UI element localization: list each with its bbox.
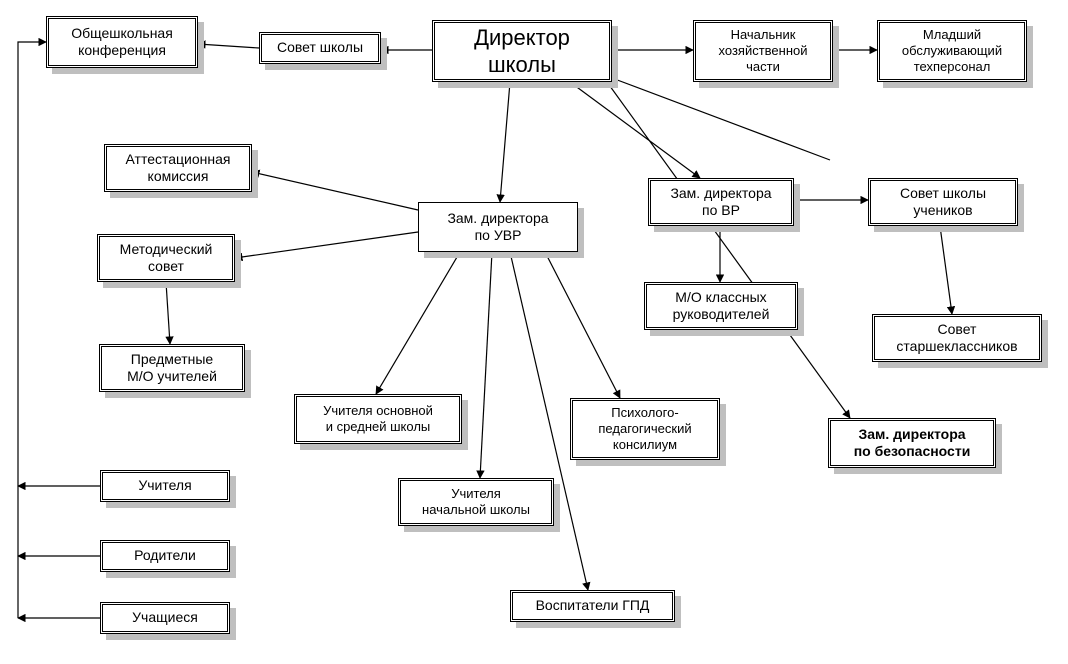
node-label: Младшийобслуживающийтехперсонал	[898, 25, 1006, 78]
edge	[252, 172, 418, 210]
node-label: Учителя	[134, 475, 195, 497]
node-subj_mo: ПредметныеМ/О учителей	[99, 344, 245, 392]
node-teachers_ms: Учителя основнойи средней школы	[294, 394, 462, 444]
node-dep_uvr: Зам. директорапо УВР	[418, 202, 578, 252]
node-council: Совет школы	[259, 32, 381, 64]
node-parents: Родители	[100, 540, 230, 572]
node-admin_head: Начальникхозяйственнойчасти	[693, 20, 833, 82]
edge	[940, 226, 952, 314]
edge	[570, 82, 700, 178]
node-label: М/О классныхруководителей	[669, 287, 774, 326]
node-label: Методическийсовет	[116, 239, 217, 278]
node-label: Советстаршеклассников	[892, 319, 1021, 358]
node-director: Директоршколы	[432, 20, 612, 82]
node-label: Зам. директорапо ВР	[666, 183, 775, 222]
node-students: Учащиеся	[100, 602, 230, 634]
node-label: Общешкольнаяконференция	[67, 23, 177, 62]
edge	[166, 282, 170, 344]
edge	[18, 42, 46, 618]
edge	[235, 232, 418, 258]
node-label: Совет школы	[273, 37, 367, 59]
node-teachers: Учителя	[100, 470, 230, 502]
edge	[500, 82, 510, 202]
node-stud_council: Совет школыучеников	[868, 178, 1018, 226]
edge	[612, 78, 830, 160]
node-label: Зам. директорапо безопасности	[850, 424, 975, 463]
node-label: Воспитатели ГПД	[532, 595, 654, 617]
node-label: ПредметныеМ/О учителей	[123, 349, 221, 388]
node-dep_vr: Зам. директорапо ВР	[648, 178, 794, 226]
node-psy_cons: Психолого-педагогическийконсилиум	[570, 398, 720, 460]
node-dep_safety: Зам. директорапо безопасности	[828, 418, 996, 468]
node-label: Аттестационнаякомиссия	[122, 149, 235, 188]
node-gpd: Воспитатели ГПД	[510, 590, 675, 622]
edge	[376, 252, 460, 394]
node-junior_staff: Младшийобслуживающийтехперсонал	[877, 20, 1027, 82]
edge	[198, 44, 259, 48]
node-conference: Общешкольнаяконференция	[46, 16, 198, 68]
node-class_heads: М/О классныхруководителей	[644, 282, 798, 330]
node-method_council: Методическийсовет	[97, 234, 235, 282]
node-att_comm: Аттестационнаякомиссия	[104, 144, 252, 192]
node-label: Родители	[130, 545, 200, 567]
node-label: Учителяначальной школы	[418, 484, 534, 521]
edge	[545, 252, 620, 398]
node-label: Учащиеся	[128, 607, 202, 629]
node-label: Учителя основнойи средней школы	[319, 401, 437, 438]
node-label: Начальникхозяйственнойчасти	[715, 25, 812, 78]
node-teachers_ns: Учителяначальной школы	[398, 478, 554, 526]
node-label: Зам. директорапо УВР	[443, 208, 552, 247]
node-label: Психолого-педагогическийконсилиум	[594, 403, 695, 456]
node-senior_council: Советстаршеклассников	[872, 314, 1042, 362]
edge	[607, 82, 850, 418]
edge	[480, 252, 492, 478]
node-label: Совет школыучеников	[896, 183, 990, 222]
node-label: Директоршколы	[470, 22, 574, 81]
